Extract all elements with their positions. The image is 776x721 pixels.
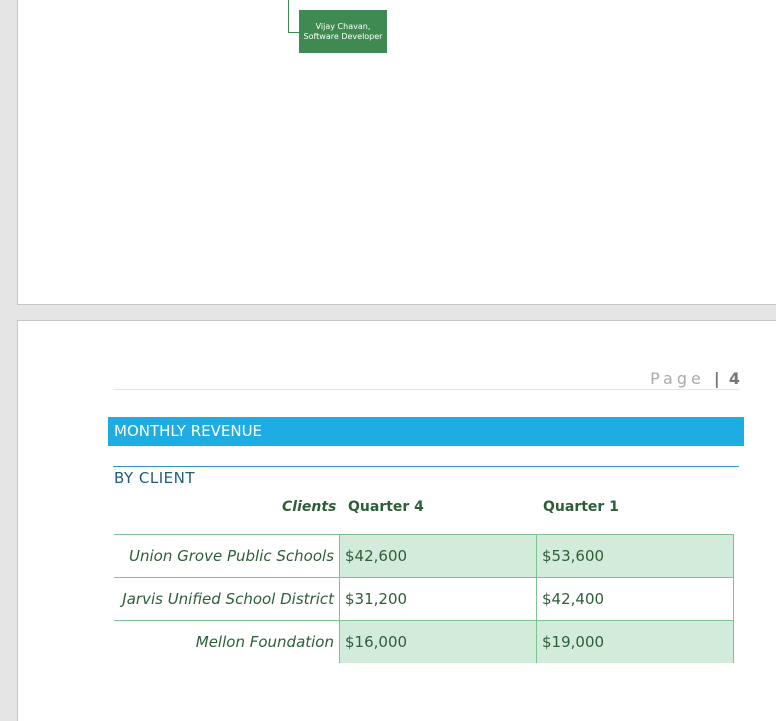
document-page-3: Vijay Chavan, Software Developer	[17, 0, 776, 305]
q1-cell[interactable]: $19,000	[536, 620, 734, 663]
table-row: Mellon Foundation $16,000 $19,000	[114, 620, 734, 663]
table-row: Jarvis Unified School District $31,200 $…	[114, 577, 734, 621]
q4-cell[interactable]: $42,600	[339, 534, 537, 578]
q4-cell[interactable]: $16,000	[339, 620, 537, 663]
col-header-q1: Quarter 1	[543, 499, 619, 515]
org-connector	[288, 0, 289, 32]
document-page-4: Page | 4 MONTHLY REVENUE BY CLIENT Clien…	[17, 320, 776, 721]
org-connector	[288, 32, 299, 33]
header-divider	[113, 389, 739, 390]
separator: |	[713, 369, 720, 388]
q1-cell[interactable]: $42,400	[536, 577, 734, 621]
col-header-clients: Clients	[282, 499, 337, 515]
org-chart-node[interactable]: Vijay Chavan, Software Developer	[299, 10, 387, 53]
subheading-rule	[113, 466, 739, 467]
q4-cell[interactable]: $31,200	[339, 577, 537, 621]
section-heading[interactable]: MONTHLY REVENUE	[108, 417, 744, 446]
page-number-header: Page | 4	[650, 369, 740, 388]
client-cell[interactable]: Union Grove Public Schools	[114, 534, 340, 578]
page-number: 4	[728, 369, 740, 388]
client-cell[interactable]: Mellon Foundation	[114, 620, 340, 663]
page-label: Page	[650, 369, 705, 388]
subheading[interactable]: BY CLIENT	[114, 469, 196, 487]
q1-cell[interactable]: $53,600	[536, 534, 734, 578]
table-row: Union Grove Public Schools $42,600 $53,6…	[114, 534, 734, 578]
revenue-table[interactable]: Union Grove Public Schools $42,600 $53,6…	[114, 534, 734, 663]
client-cell[interactable]: Jarvis Unified School District	[114, 577, 340, 621]
node-title: Software Developer	[303, 31, 383, 41]
node-name: Vijay Chavan,	[315, 21, 371, 31]
col-header-q4: Quarter 4	[348, 499, 424, 515]
